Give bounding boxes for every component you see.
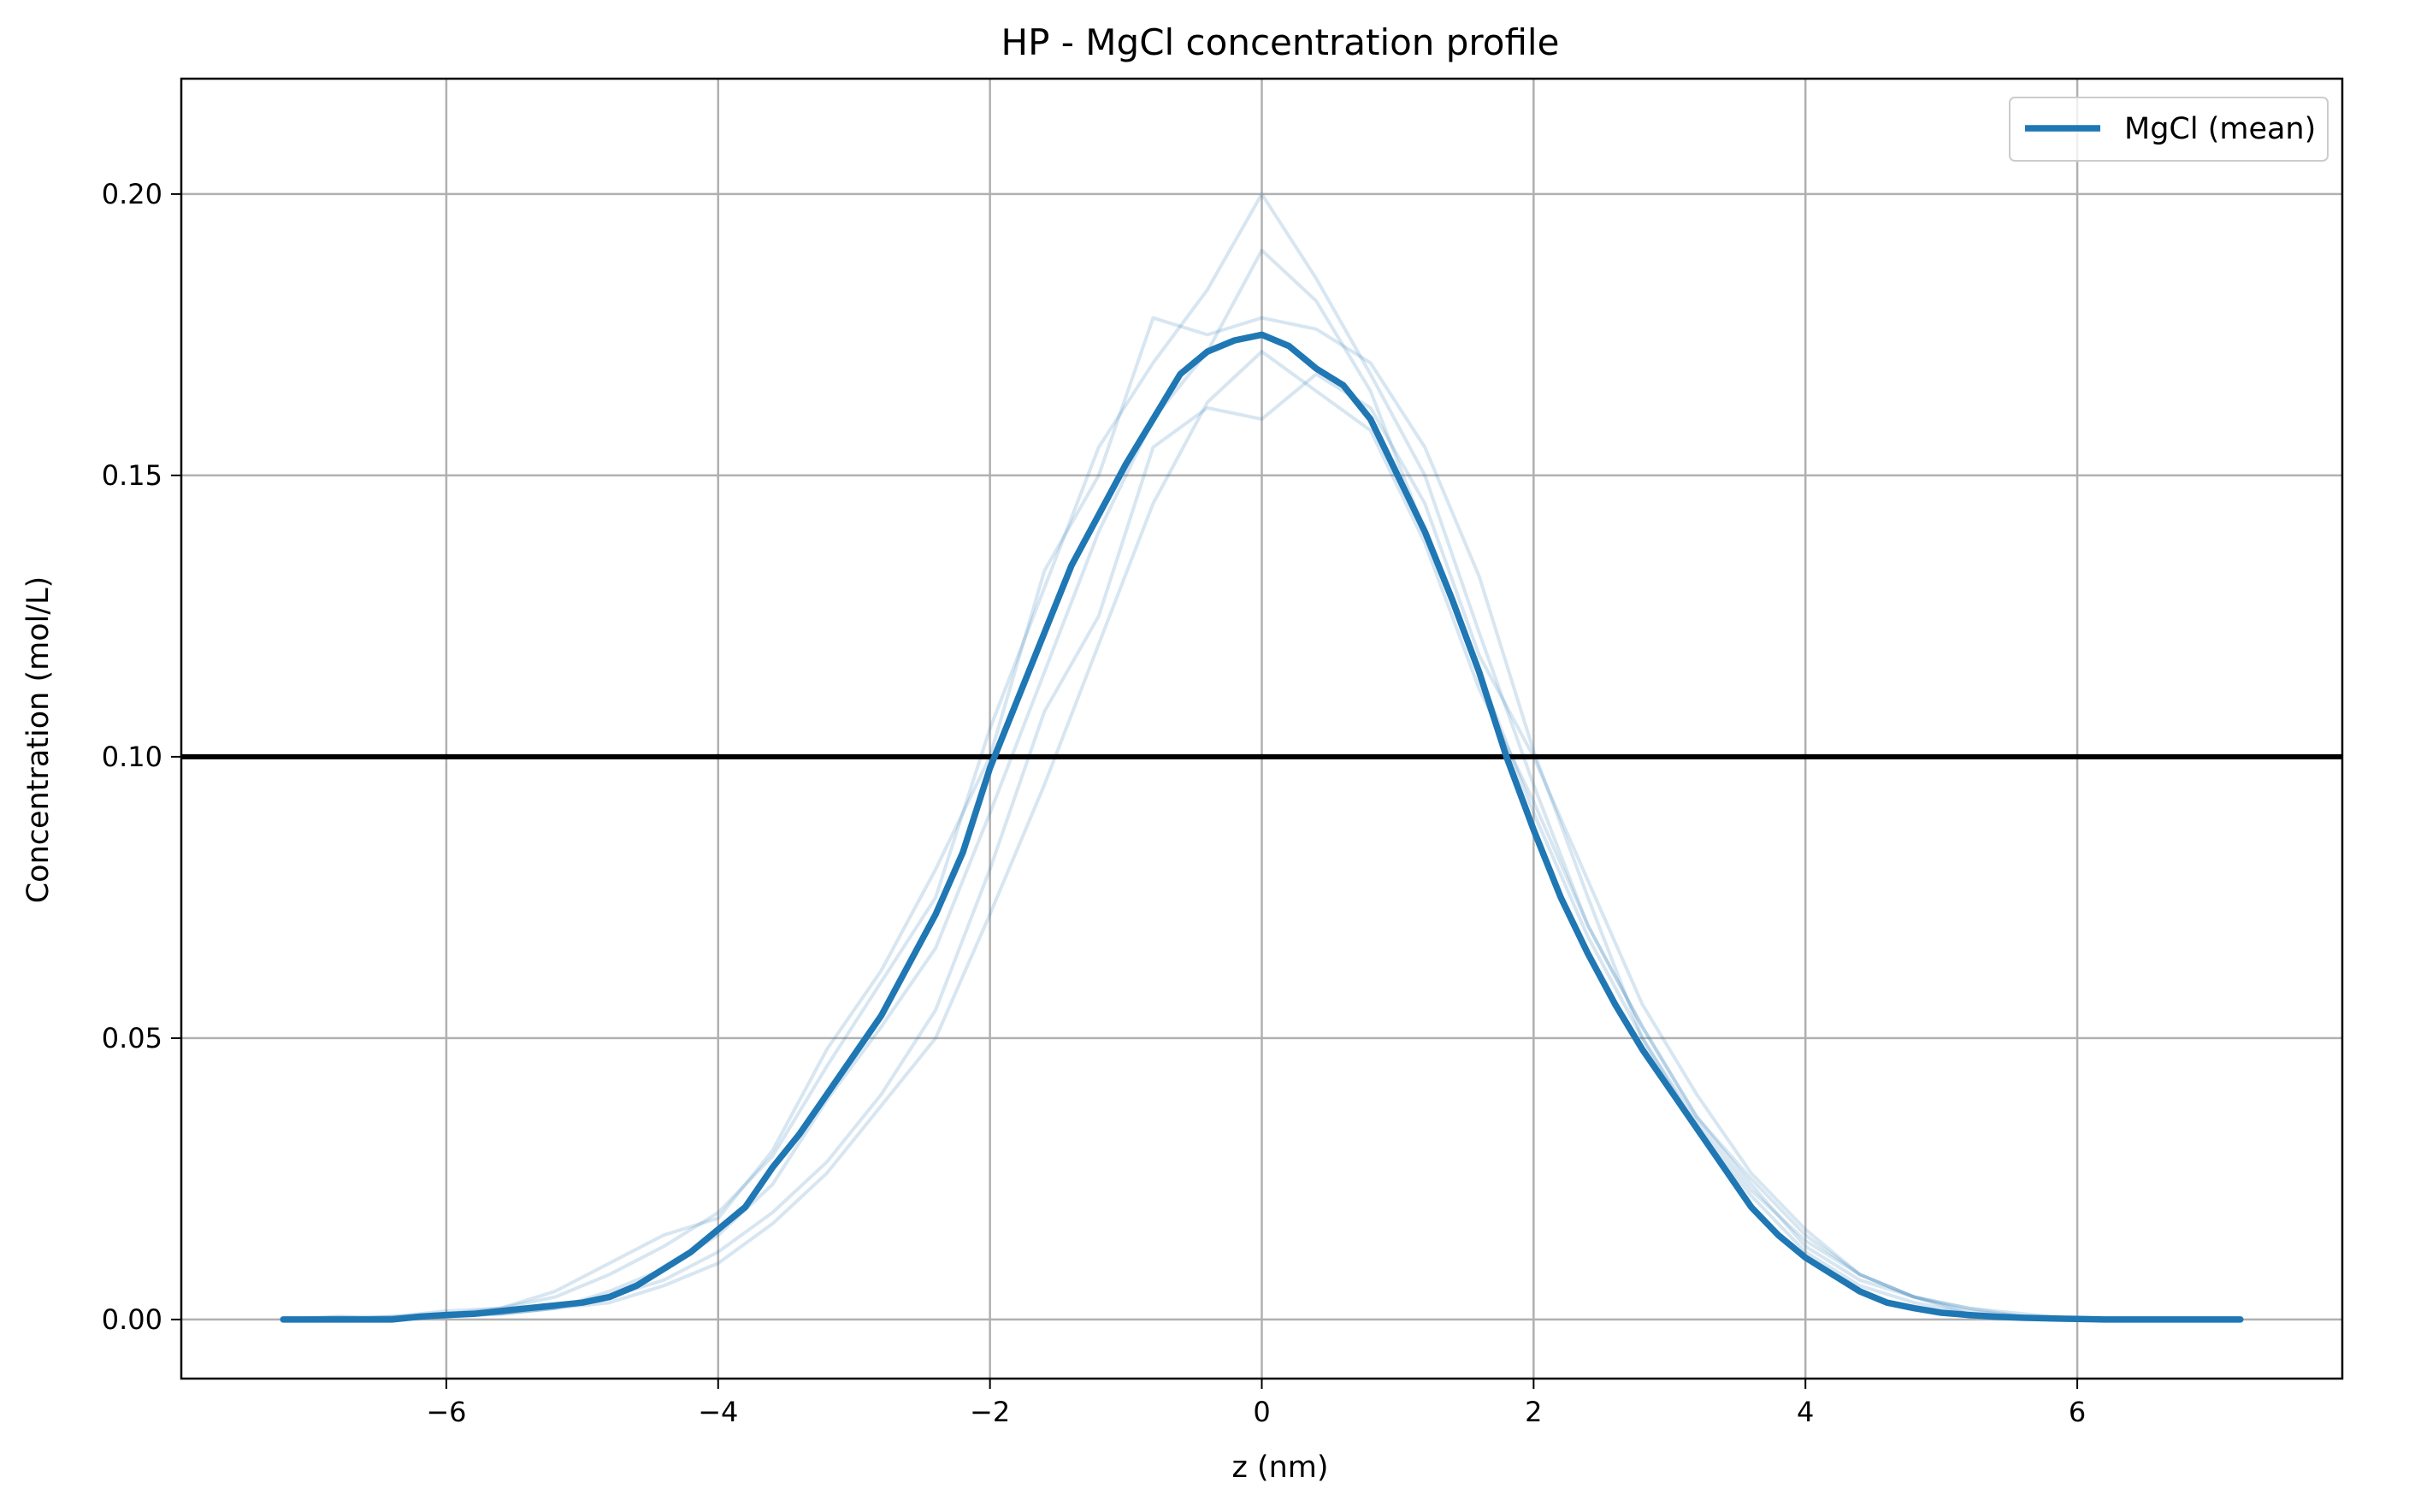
y-tick-label-1: 0.05 xyxy=(102,1022,162,1054)
x-axis-label: z (nm) xyxy=(1231,1450,1328,1485)
x-tick-label-5: 4 xyxy=(1797,1396,1814,1428)
x-tick-label-3: 0 xyxy=(1253,1396,1270,1428)
x-tick-label-2: −2 xyxy=(970,1396,1010,1428)
replica-line-1 xyxy=(283,192,2078,1321)
x-tick-label-4: 2 xyxy=(1525,1396,1542,1428)
chart-title: HP - MgCl concentration profile xyxy=(1001,21,1560,63)
y-tick-label-2: 0.10 xyxy=(102,741,162,773)
x-axis-ticks: −6 −4 −2 0 2 4 6 xyxy=(426,1379,2086,1428)
y-tick-label-0: 0.00 xyxy=(102,1303,162,1336)
x-tick-label-0: −6 xyxy=(426,1396,466,1428)
legend-box xyxy=(2009,97,2329,162)
legend-label-mgcl-mean: MgCl (mean) xyxy=(2124,112,2316,146)
x-tick-label-6: 6 xyxy=(2069,1396,2086,1428)
y-tick-label-4: 0.20 xyxy=(102,178,162,210)
legend: MgCl (mean) xyxy=(2009,97,2329,162)
x-tick-label-1: −4 xyxy=(698,1396,738,1428)
y-axis-ticks: 0.00 0.05 0.10 0.15 0.20 xyxy=(102,178,181,1336)
y-axis-label: Concentration (mol/L) xyxy=(21,576,56,904)
replica-line-3 xyxy=(283,316,2078,1321)
mean-line-0 xyxy=(280,331,2244,1323)
y-tick-label-3: 0.15 xyxy=(102,459,162,492)
mean-lines xyxy=(280,331,2244,1323)
